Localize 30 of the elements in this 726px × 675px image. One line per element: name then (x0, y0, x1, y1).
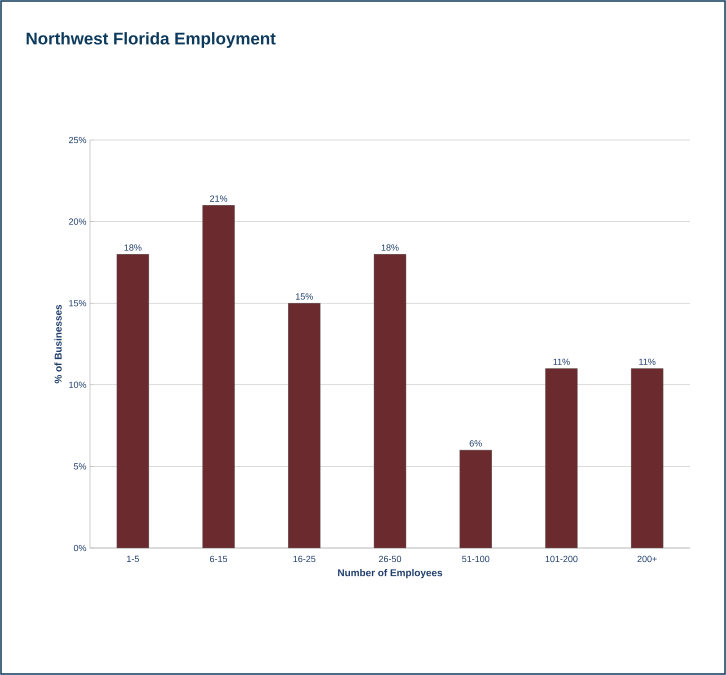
data-label: 15% (296, 293, 313, 300)
bar (374, 254, 406, 548)
bar (630, 368, 664, 548)
x-tick-label: 200+ (638, 556, 657, 562)
data-label: 11% (639, 358, 656, 365)
y-tick-label: 15% (69, 300, 86, 306)
x-tick-label: 26-50 (378, 556, 402, 562)
bar (288, 303, 320, 548)
bar (202, 205, 235, 548)
y-axis-title: % of Businesses (54, 304, 62, 384)
x-tick-label: 101-200 (546, 556, 578, 562)
bar (116, 254, 150, 548)
x-tick-label: 51-100 (462, 556, 490, 562)
x-axis-title: Number of Employees (338, 568, 442, 578)
y-tick-label: 10% (69, 382, 86, 388)
y-tick-label: 0% (74, 544, 86, 552)
data-label: 21% (210, 195, 228, 202)
chart-title: Northwest Florida Employment (26, 32, 276, 48)
y-tick-label: 25% (68, 136, 86, 144)
y-tick-label: 20% (68, 218, 86, 225)
y-tick-label: 5% (74, 463, 86, 470)
x-tick-label: 16-25 (294, 556, 316, 562)
x-tick-label: 1-5 (127, 556, 139, 562)
data-label: 18% (382, 244, 399, 251)
x-tick-label: 6-15 (210, 556, 228, 562)
bar (545, 368, 578, 548)
data-label: 6% (470, 440, 482, 447)
data-label: 18% (124, 244, 142, 251)
bar (460, 450, 492, 548)
data-label: 11% (553, 358, 570, 365)
